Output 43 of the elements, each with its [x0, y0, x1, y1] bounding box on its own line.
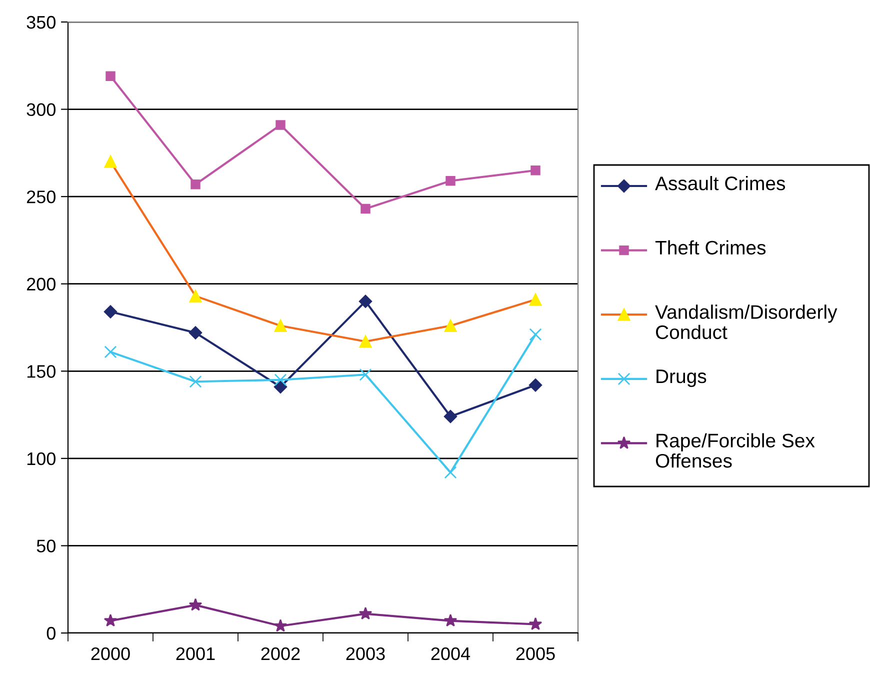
- legend-label: Drugs: [656, 370, 706, 388]
- point: [188, 598, 202, 611]
- point: [530, 166, 540, 176]
- point: [444, 614, 458, 627]
- point: [358, 606, 372, 620]
- point: [274, 374, 287, 386]
- legend-label: Theft Crimes: [655, 240, 766, 255]
- point: [359, 368, 372, 381]
- x-tick-label: 2002: [261, 647, 300, 660]
- point: [444, 466, 457, 479]
- point: [189, 375, 202, 388]
- y-tick-label: 50: [36, 540, 56, 552]
- legend-label: Assault Crimes: [655, 176, 786, 190]
- y-tick-label: 300: [26, 103, 56, 116]
- point: [444, 410, 458, 424]
- point: [360, 204, 370, 214]
- legend-label: Vandalism/Disorderly Conduct: [655, 304, 838, 340]
- point: [276, 120, 286, 130]
- point: [106, 71, 116, 81]
- point: [104, 305, 118, 318]
- y-tick-label: 350: [26, 16, 56, 29]
- point: [529, 328, 542, 341]
- point: [528, 617, 542, 630]
- point: [358, 294, 372, 308]
- y-tick-label: 100: [27, 452, 56, 466]
- legend-label: Rape/Forcible Sex Offenses: [656, 433, 815, 468]
- point: [274, 380, 288, 394]
- point: [104, 614, 118, 627]
- point: [446, 176, 456, 186]
- x-tick-label: 2000: [91, 647, 130, 660]
- x-tick-label: 2001: [176, 647, 215, 660]
- y-tick-label: 0: [46, 626, 56, 640]
- point: [104, 346, 117, 358]
- x-tick-label: 2004: [431, 647, 470, 660]
- point: [528, 378, 542, 392]
- point: [188, 326, 202, 340]
- y-tick-label: 250: [26, 190, 56, 204]
- x-tick-label: 2005: [516, 647, 555, 660]
- y-tick-label: 150: [27, 365, 56, 378]
- y-tick-label: 200: [26, 278, 56, 291]
- x-tick-label: 2003: [346, 647, 385, 660]
- point: [190, 179, 200, 190]
- point: [274, 619, 288, 632]
